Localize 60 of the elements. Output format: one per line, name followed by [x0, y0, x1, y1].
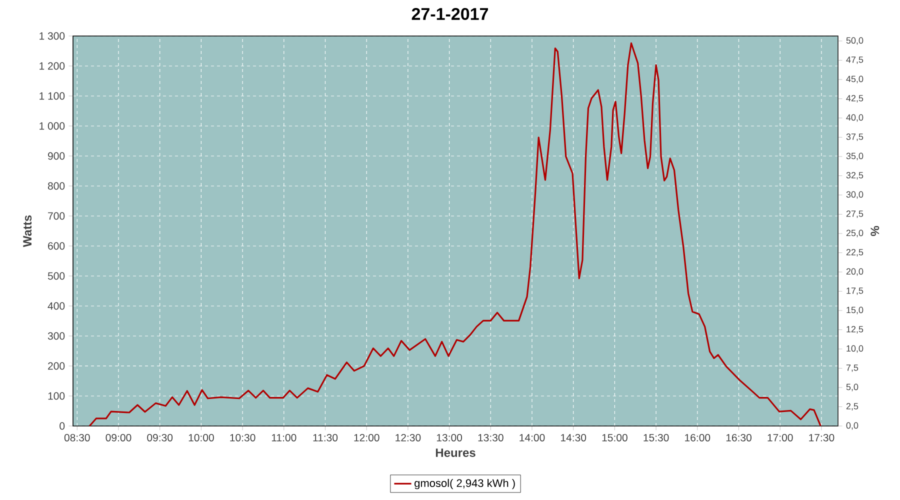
y-tick-label: 800	[48, 182, 65, 190]
y-tick-label: 1 000	[40, 122, 65, 130]
x-tick-label: 13:00	[436, 434, 462, 442]
y-tick-label: 1 200	[40, 62, 65, 70]
y2-tick-label: 22,5	[846, 249, 864, 256]
x-tick-label: 09:30	[147, 434, 173, 442]
y-tick-label: 1 300	[40, 32, 65, 40]
y2-tick-label: 25,0	[846, 230, 864, 238]
x-tick-label: 16:00	[685, 434, 710, 442]
y-tick-label: 100	[48, 392, 65, 400]
y-tick-label: 400	[48, 302, 65, 310]
y2-tick-label: 45,0	[846, 76, 864, 84]
y2-tick-label: 32,5	[846, 172, 864, 180]
x-tick-label: 15:30	[644, 434, 669, 442]
x-tick-label: 10:30	[230, 434, 256, 442]
x-tick-label: 12:00	[354, 434, 380, 442]
y-tick-label: 1 100	[40, 92, 65, 100]
y2-tick-label: 40,0	[846, 114, 864, 122]
y2-tick-label: 37,5	[846, 134, 864, 141]
x-tick-label: 09:00	[106, 434, 132, 442]
y2-tick-label: 0,0	[846, 422, 858, 430]
y2-tick-label: 5,0	[846, 384, 858, 392]
y-tick-label: 300	[48, 332, 65, 340]
line-series	[88, 42, 822, 426]
x-tick-label: 15:00	[602, 434, 628, 442]
chart-title: 27-1-2017	[412, 8, 488, 20]
y2-tick-label: 35,0	[846, 152, 864, 160]
x-tick-label: 08:30	[64, 434, 90, 442]
y2-axis-title: %	[870, 226, 880, 236]
y-axis-title: Watts	[23, 215, 32, 248]
y2-tick-label: 42,5	[846, 95, 864, 102]
y-tick-label: 200	[48, 362, 65, 370]
y2-tick-label: 7,5	[846, 364, 858, 372]
x-tick-label: 17:30	[809, 434, 834, 442]
y-tick-label: 0	[60, 422, 65, 430]
y2-tick-label: 27,5	[846, 210, 864, 218]
y2-tick-label: 30,0	[846, 191, 864, 199]
x-tick-label: 14:00	[520, 434, 545, 442]
y2-tick-label: 2,5	[846, 403, 858, 410]
y2-tick-label: 12,5	[846, 326, 864, 334]
y2-tick-label: 10,0	[846, 345, 864, 353]
y2-tick-label: 47,5	[846, 56, 864, 64]
x-tick-label: 12:30	[396, 434, 421, 442]
y2-tick-label: 20,0	[846, 268, 864, 276]
y-tick-label: 900	[48, 152, 65, 160]
x-tick-label: 11:30	[313, 434, 338, 442]
x-tick-label: 11:00	[272, 434, 296, 442]
x-tick-label: 13:30	[478, 434, 504, 442]
y2-tick-label: 15,0	[846, 306, 864, 314]
y-tick-label: 700	[48, 212, 65, 220]
y-tick-label: 600	[48, 242, 65, 250]
x-axis-title: Heures	[436, 448, 476, 457]
y-tick-label: 500	[48, 272, 65, 280]
x-tick-label: 10:00	[188, 434, 214, 442]
x-tick-label: 17:00	[768, 434, 793, 442]
y2-tick-label: 17,5	[846, 288, 864, 295]
legend-label: gmosol( 2,943 kWh )	[414, 478, 515, 490]
y2-tick-label: 50,0	[846, 37, 864, 45]
x-tick-label: 14:30	[561, 434, 586, 442]
x-tick-label: 16:30	[726, 434, 752, 442]
